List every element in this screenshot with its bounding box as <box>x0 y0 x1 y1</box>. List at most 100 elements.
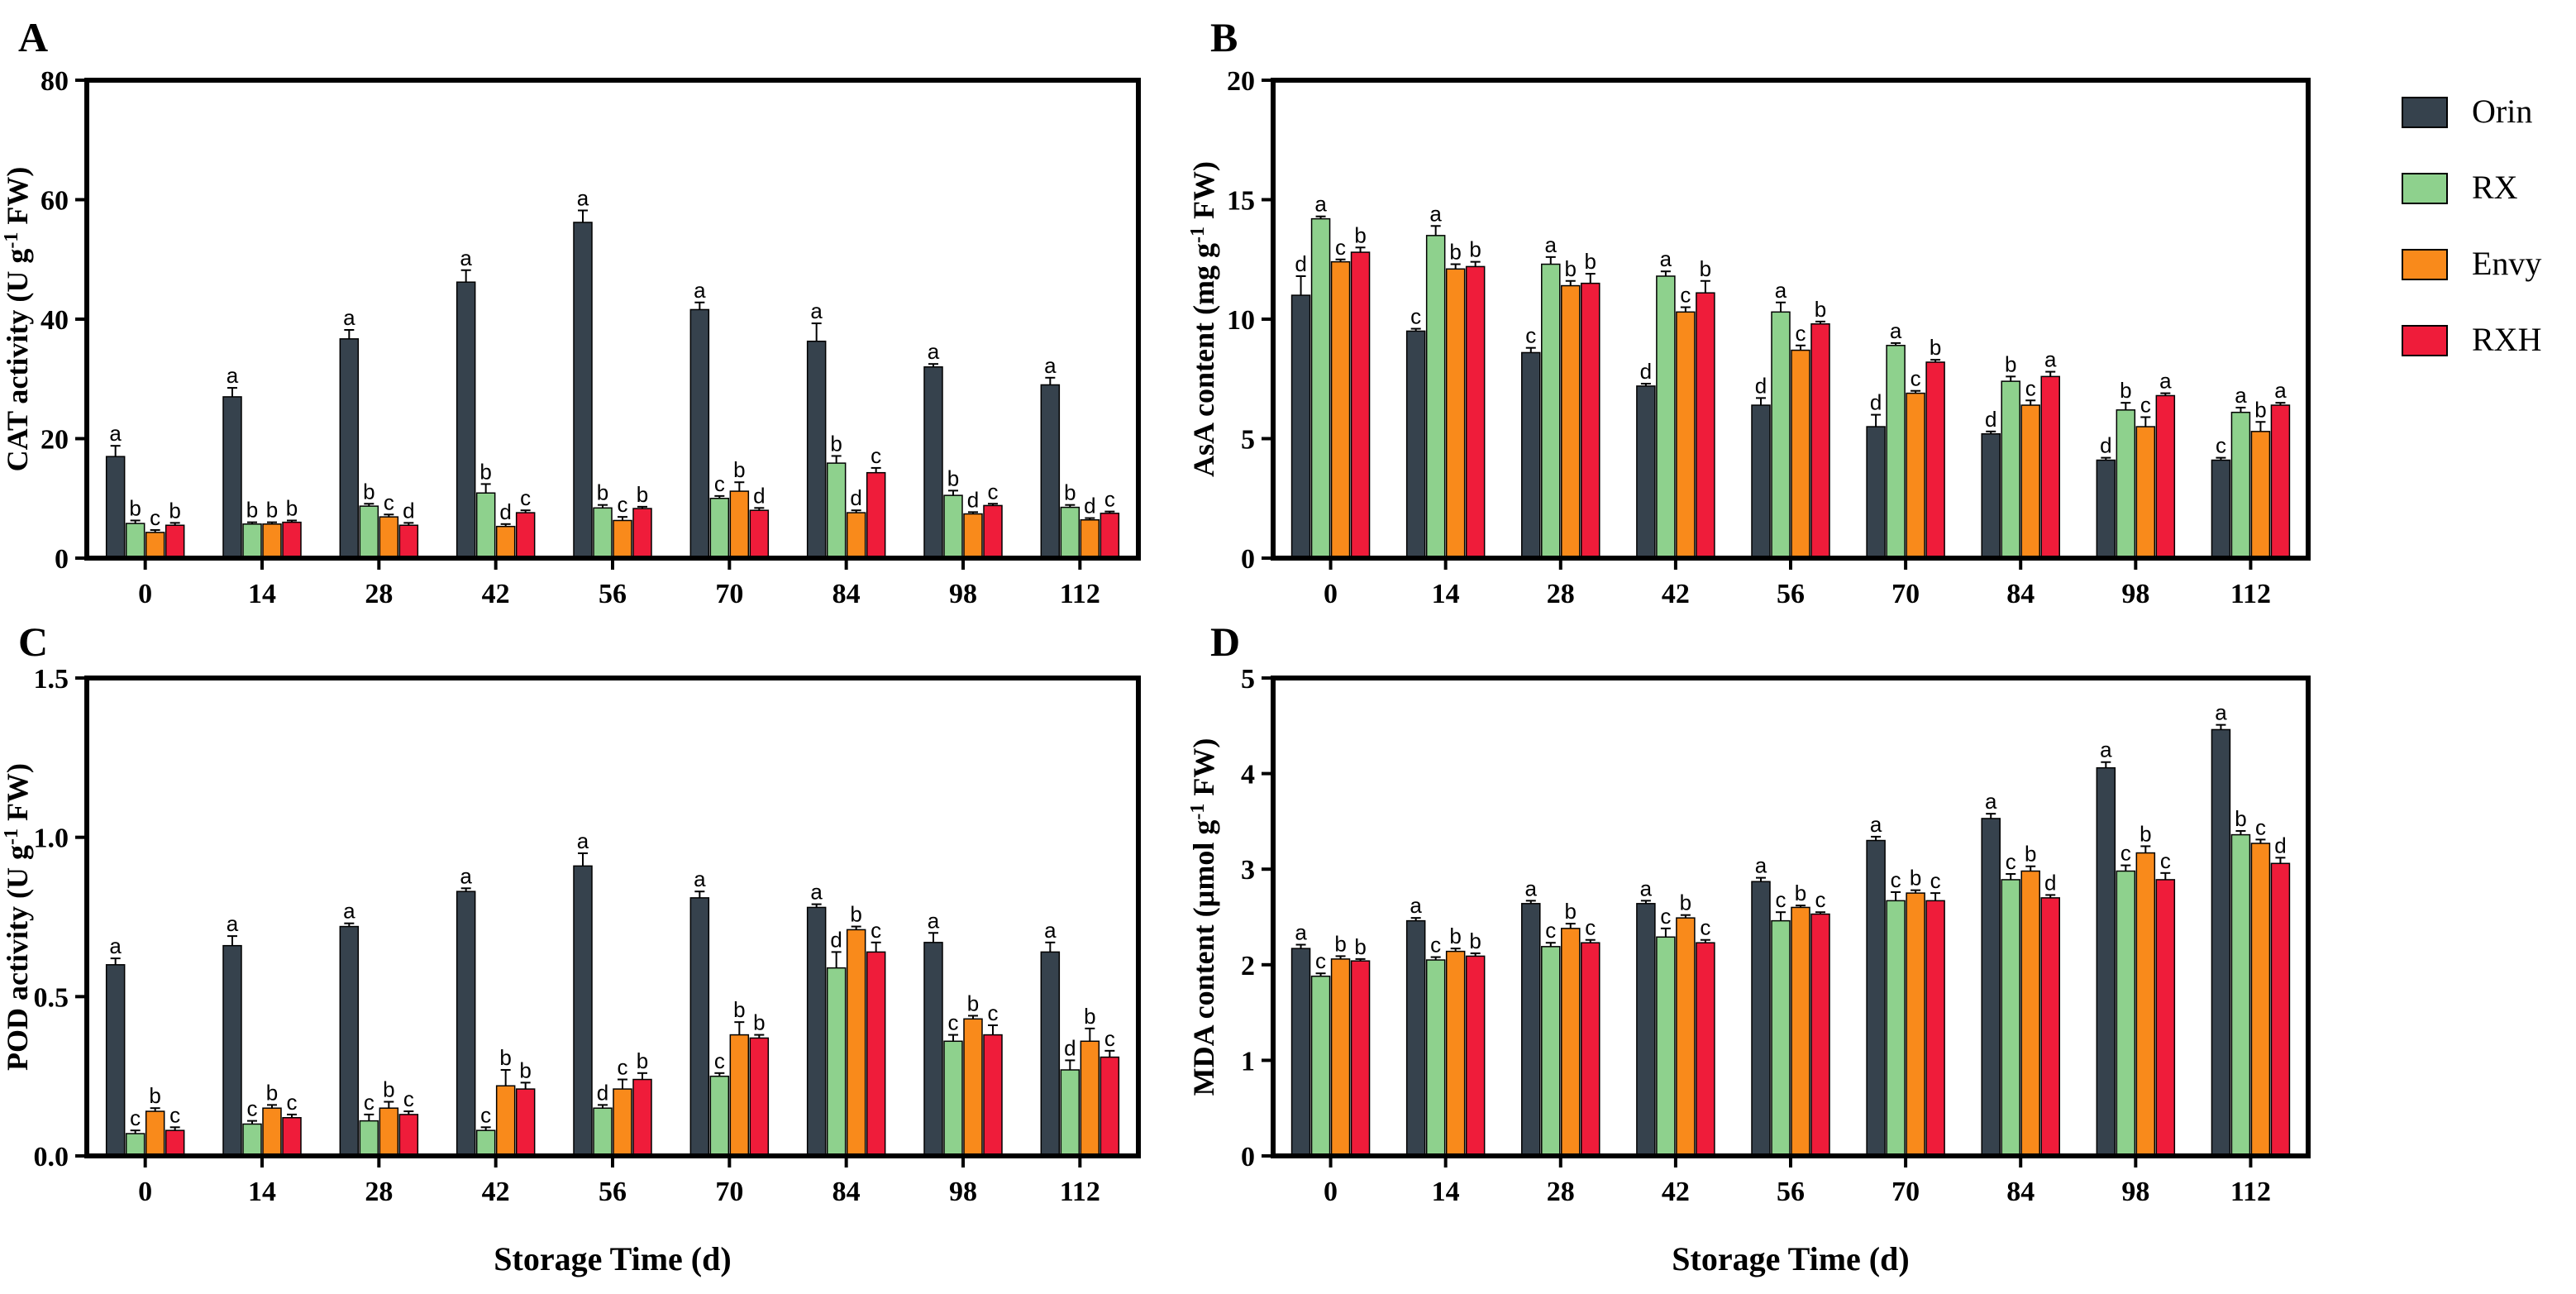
significance-label: b <box>1585 249 1596 274</box>
legend-label-rx: RX <box>2472 169 2518 206</box>
bar-rxh-0 <box>1350 960 1371 1157</box>
x-tick-label: 98 <box>949 579 977 609</box>
significance-label: b <box>169 498 180 523</box>
significance-label: c <box>1104 1026 1115 1051</box>
bar-orin-84 <box>806 906 827 1157</box>
x-tick-label: 112 <box>2230 579 2271 609</box>
significance-label: d <box>2274 833 2286 857</box>
significance-label: c <box>1335 235 1346 260</box>
bar-orin-98 <box>2096 459 2116 559</box>
significance-label: a <box>343 305 355 330</box>
bar-rxh-0 <box>165 1129 185 1157</box>
y-tick-label: 0 <box>1241 544 1255 575</box>
significance-label: a <box>1044 918 1057 943</box>
significance-label: c <box>988 1000 999 1025</box>
significance-label: c <box>1410 304 1421 329</box>
bar-rx-0 <box>125 1133 145 1157</box>
significance-label: b <box>2005 351 2016 376</box>
significance-label: b <box>2254 397 2266 422</box>
significance-label: b <box>519 1058 531 1082</box>
bar-rxh-70 <box>1925 361 1945 559</box>
bar-orin-28 <box>1521 351 1541 559</box>
significance-label: a <box>810 298 823 323</box>
significance-label: d <box>850 485 861 510</box>
significance-label: a <box>1775 278 1787 303</box>
significance-label: b <box>1334 931 1346 956</box>
bar-envy-56 <box>1791 906 1810 1157</box>
significance-label: c <box>1430 933 1441 957</box>
significance-label: a <box>2235 383 2247 408</box>
significance-label: b <box>2120 378 2131 403</box>
significance-label: c <box>2140 392 2151 417</box>
bar-rxh-28 <box>1581 282 1600 559</box>
bar-envy-70 <box>729 1034 750 1157</box>
bar-rx-98 <box>2116 409 2136 559</box>
significance-label: c <box>247 1096 258 1121</box>
bar-envy-42 <box>1676 917 1696 1157</box>
x-tick-label: 14 <box>248 579 276 609</box>
x-tick-label: 56 <box>1777 579 1805 609</box>
significance-label: b <box>1064 480 1076 505</box>
bar-orin-84 <box>1981 432 2001 559</box>
significance-label: a <box>928 339 940 364</box>
bar-orin-28 <box>339 338 360 559</box>
bar-envy-0 <box>145 532 165 559</box>
significance-label: b <box>1469 929 1481 953</box>
bar-rxh-84 <box>866 951 886 1157</box>
bar-rx-98 <box>943 494 963 559</box>
significance-label: a <box>1985 789 1997 814</box>
significance-label: a <box>1755 853 1767 878</box>
significance-label: a <box>1429 201 1442 226</box>
significance-label: b <box>1354 222 1366 247</box>
significance-label: c <box>948 1010 959 1035</box>
significance-label: b <box>479 459 491 484</box>
significance-label: b <box>129 495 141 520</box>
significance-label: b <box>947 466 959 490</box>
bar-envy-14 <box>262 523 282 559</box>
significance-label: b <box>753 1010 765 1035</box>
bar-rx-84 <box>826 967 847 1157</box>
significance-label: b <box>1700 256 1711 281</box>
bar-rxh-14 <box>1465 955 1486 1157</box>
bar-rxh-56 <box>1810 913 1830 1157</box>
x-tick-label: 56 <box>599 1177 627 1207</box>
bar-envy-56 <box>613 1088 632 1157</box>
bar-rx-56 <box>593 1107 613 1157</box>
bar-rx-98 <box>2116 870 2136 1157</box>
y-tick-label: 1.0 <box>34 824 69 854</box>
x-tick-label: 28 <box>1547 579 1575 609</box>
x-tick-label: 14 <box>248 1177 276 1207</box>
y-tick-label: 80 <box>41 66 69 97</box>
bar-envy-112 <box>1080 519 1100 559</box>
significance-label: c <box>403 1086 414 1111</box>
bar-envy-98 <box>2135 852 2156 1157</box>
significance-label: c <box>1911 366 1921 391</box>
significance-label: c <box>384 489 394 514</box>
significance-label: c <box>364 1090 374 1115</box>
bar-rx-84 <box>2001 380 2020 559</box>
bar-orin-42 <box>1636 385 1656 559</box>
significance-label: b <box>266 1080 278 1105</box>
bar-orin-42 <box>456 891 476 1157</box>
x-tick-label: 84 <box>832 1177 861 1207</box>
bar-rxh-0 <box>1350 251 1371 559</box>
bar-orin-112 <box>2211 459 2231 559</box>
bar-orin-84 <box>1981 818 2001 1157</box>
bar-orin-70 <box>1866 839 1886 1157</box>
bar-orin-98 <box>2096 766 2116 1157</box>
bar-rx-14 <box>242 1123 262 1157</box>
bar-rxh-84 <box>2040 375 2060 559</box>
bar-envy-84 <box>2020 404 2040 559</box>
bar-rxh-70 <box>1925 900 1945 1157</box>
bar-rx-28 <box>359 505 379 559</box>
significance-label: c <box>1104 487 1115 512</box>
x-tick-label: 112 <box>2230 1177 2271 1207</box>
significance-label: d <box>1870 390 1882 415</box>
significance-label: a <box>810 880 823 905</box>
significance-label: b <box>1449 924 1461 948</box>
significance-label: a <box>577 828 589 853</box>
x-tick-label: 14 <box>1432 579 1460 609</box>
